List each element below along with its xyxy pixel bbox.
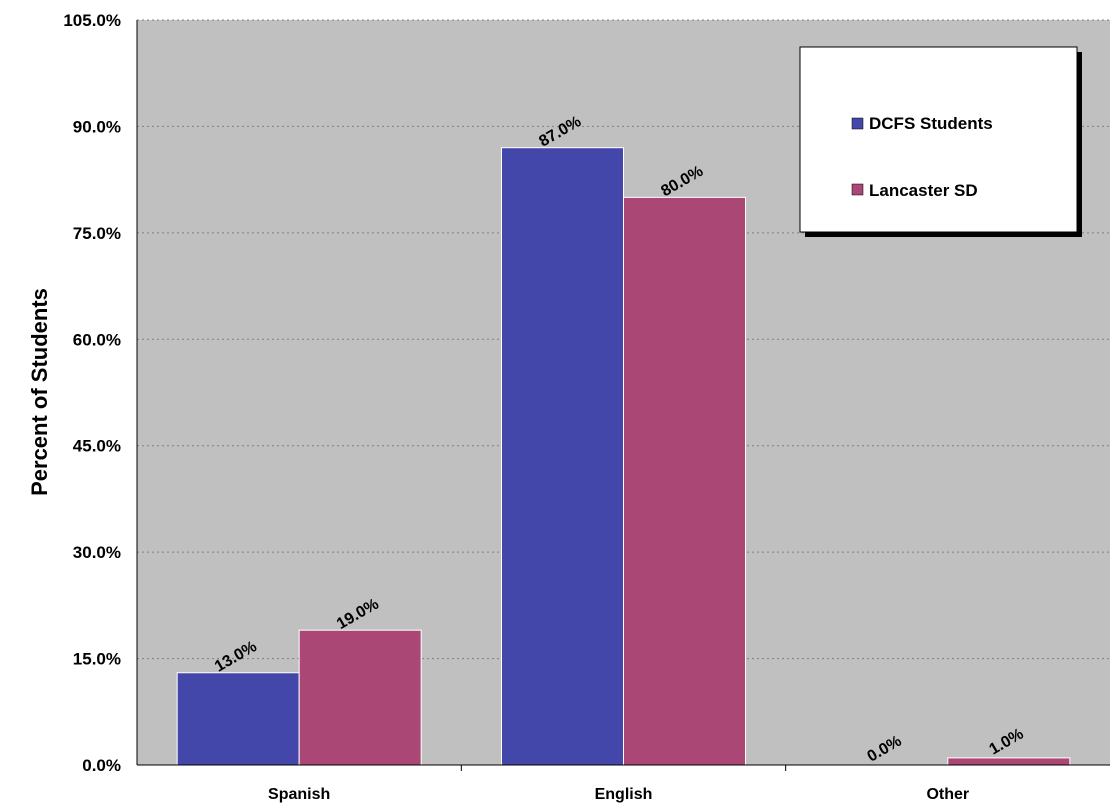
axes — [136, 20, 1110, 771]
legend-label-dcfs-students: DCFS Students — [869, 114, 993, 133]
bar-lancaster-sd-other — [947, 757, 1071, 766]
bar-lancaster-sd-english — [623, 196, 746, 766]
legend-label-lancaster-sd: Lancaster SD — [869, 181, 978, 200]
y-tick-label: 75.0% — [73, 224, 121, 243]
y-tick-label: 45.0% — [73, 437, 121, 456]
bar-dcfs-students-spanish — [176, 672, 300, 766]
bar-lancaster-sd-spanish — [298, 629, 422, 766]
legend-swatch-dcfs-students — [851, 117, 864, 130]
y-tick-labels: 0.0% 15.0% 30.0% 45.0% 60.0% 75.0% 90.0% 105.0% — [63, 11, 121, 775]
category-label-other: Other — [926, 786, 969, 803]
y-tick-label: 15.0% — [73, 650, 121, 669]
legend-box — [799, 46, 1078, 233]
bars — [176, 147, 1071, 766]
y-tick-label: 90.0% — [73, 117, 121, 136]
y-tick-label: 0.0% — [82, 756, 121, 775]
y-axis-label: Percent of Students — [27, 288, 52, 496]
y-tick-label: 30.0% — [73, 543, 121, 562]
legend: DCFS Students Lancaster SD — [799, 46, 1082, 237]
bar-dcfs-students-english — [501, 147, 624, 766]
y-tick-label: 105.0% — [63, 11, 121, 30]
category-label-spanish: Spanish — [268, 786, 330, 803]
y-tick-label: 60.0% — [73, 330, 121, 349]
category-label-english: English — [595, 786, 653, 803]
legend-swatch-lancaster-sd — [851, 183, 864, 196]
x-tick-labels: Spanish English Other — [268, 786, 969, 803]
